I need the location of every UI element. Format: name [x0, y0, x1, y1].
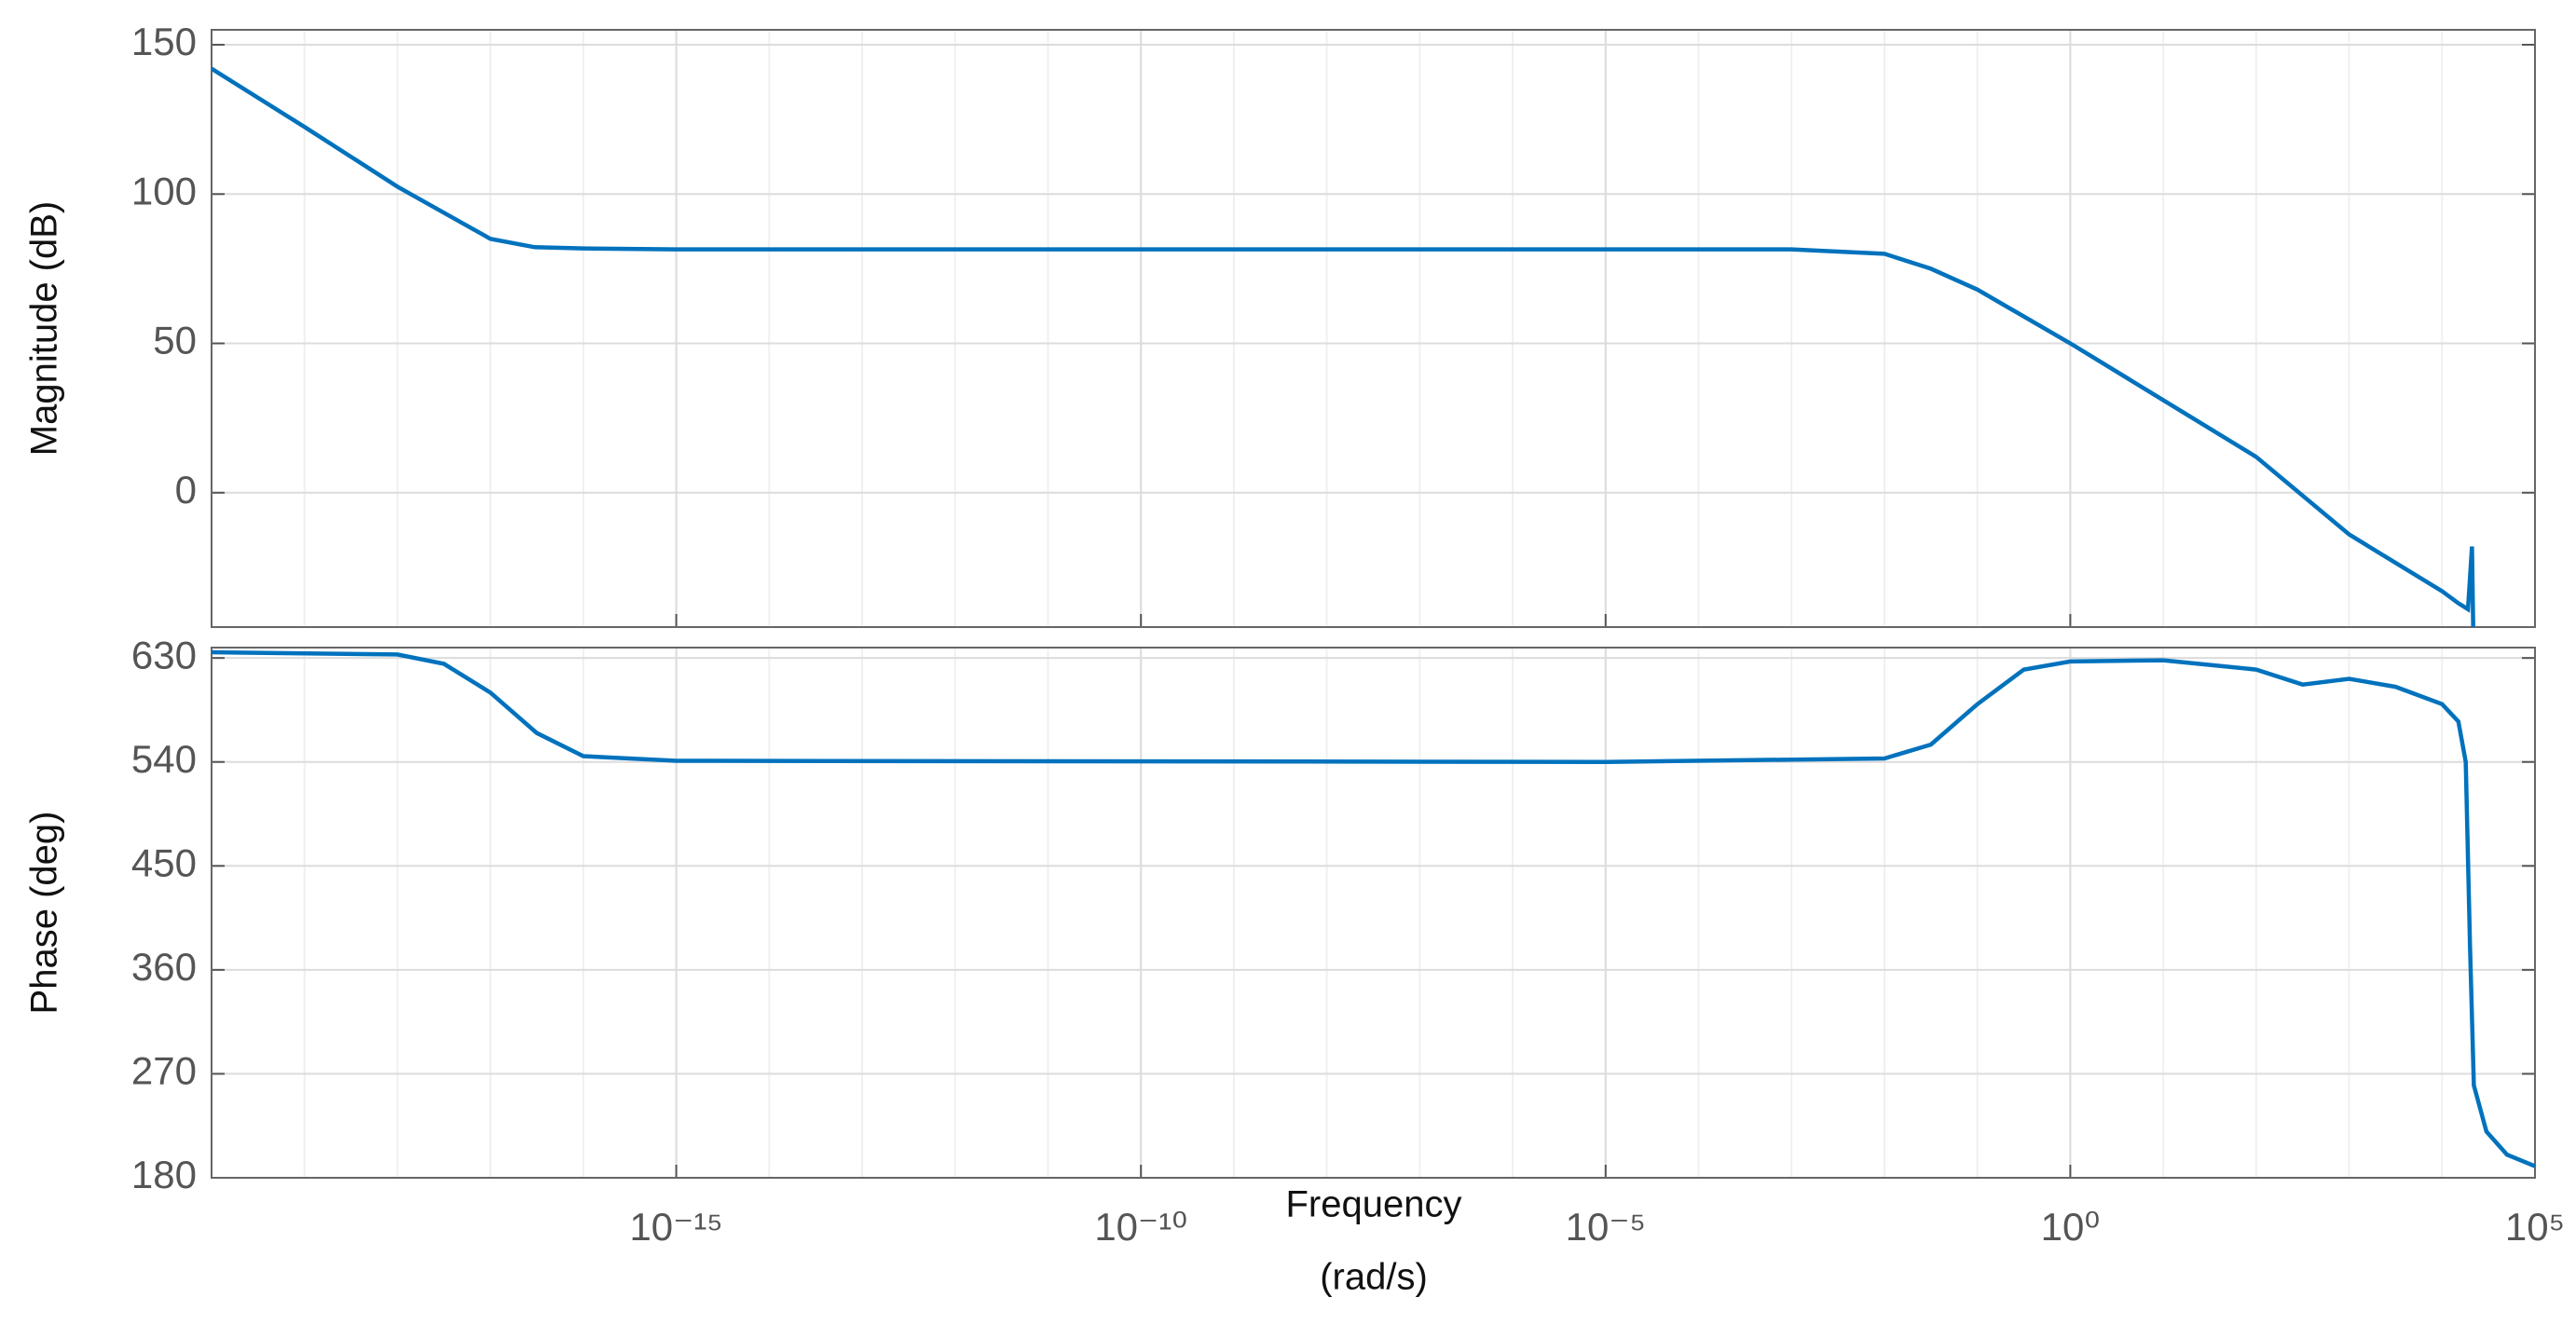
plot-frame — [211, 29, 2536, 628]
y-axis-label: Magnitude (dB) — [24, 201, 65, 456]
y-tick-label: 0 — [175, 468, 197, 512]
x-axis-label: (rad/s) — [1320, 1257, 1428, 1298]
y-tick-label: 450 — [131, 840, 197, 884]
line — [212, 649, 2535, 1168]
x-tick-label: 10⁵ — [2505, 1205, 2565, 1249]
y-tick-label: 270 — [131, 1049, 197, 1093]
x-axis-label: Frequency — [1286, 1184, 1462, 1225]
x-tick-label: 10⁰ — [2041, 1205, 2101, 1249]
y-tick-label: 360 — [131, 945, 197, 989]
x-tick-label: 10⁻¹⁵ — [629, 1205, 722, 1249]
plot-frame — [211, 647, 2536, 1179]
x-tick-label: 10⁻¹⁰ — [1094, 1205, 1187, 1249]
y-tick-label: 50 — [153, 319, 197, 362]
y-tick-label: 180 — [131, 1153, 197, 1196]
line — [212, 66, 2475, 627]
y-tick-label: 100 — [131, 169, 197, 212]
x-tick-label: 10⁻⁵ — [1566, 1205, 1646, 1249]
y-tick-label: 150 — [131, 20, 197, 63]
y-tick-label: 630 — [131, 633, 197, 676]
y-tick-label: 540 — [131, 737, 197, 781]
y-axis-label: Phase (deg) — [24, 812, 65, 1015]
